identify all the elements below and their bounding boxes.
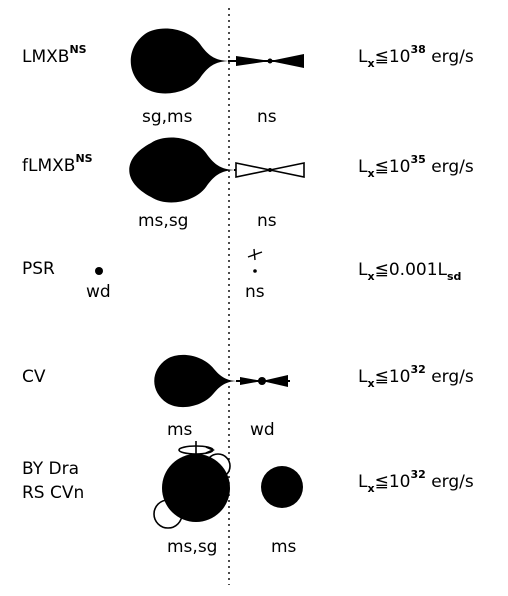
row5-rotation-arrow-icon — [179, 441, 213, 456]
row5-secondary-star — [261, 466, 303, 508]
row3-pulsar-icon — [248, 249, 262, 260]
row1-donor-star — [131, 29, 230, 94]
row4-accretor-label: wd — [250, 420, 275, 440]
row5-primary-star — [162, 454, 230, 522]
row1-donor-label: sg,ms — [142, 107, 193, 127]
row5-class-label-line2: RS CVn — [22, 483, 84, 503]
row4-donor-label: ms — [167, 420, 193, 440]
row1-accretor-label: ns — [257, 107, 277, 127]
row2-accretor-label: ns — [257, 211, 277, 231]
row3-accretor-label: ns — [245, 282, 265, 302]
row1-neutron-star — [268, 59, 273, 64]
row3-white-dwarf — [95, 267, 103, 275]
row2-neutron-star — [268, 168, 272, 172]
row4-lx-limit: Lx≦1032 erg/s — [358, 363, 474, 390]
row2-donor-star — [129, 138, 236, 203]
row3-lx-limit: Lx≦0.001Lsd — [358, 260, 461, 283]
row4-white-dwarf — [258, 377, 266, 385]
row5-lx-limit: Lx≦1032 erg/s — [358, 468, 474, 495]
row1-lx-limit: Lx≦1038 erg/s — [358, 43, 474, 70]
row2-lx-limit: Lx≦1035 erg/s — [358, 153, 474, 180]
row3-class-label: PSR — [22, 259, 55, 279]
row5-class-label-line1: BY Dra — [22, 459, 79, 479]
row3-donor-label: wd — [86, 282, 111, 302]
row4-class-label: CV — [22, 367, 46, 387]
row2-donor-label: ms,sg — [138, 211, 188, 231]
row5-donor-label: ms,sg — [167, 537, 217, 557]
row2-class-label: fLMXBNS — [22, 152, 93, 176]
row3-neutron-star — [253, 269, 257, 273]
row4-donor-star — [154, 355, 238, 407]
row1-class-label: LMXBNS — [22, 43, 87, 67]
row5-accretor-label: ms — [271, 537, 297, 557]
